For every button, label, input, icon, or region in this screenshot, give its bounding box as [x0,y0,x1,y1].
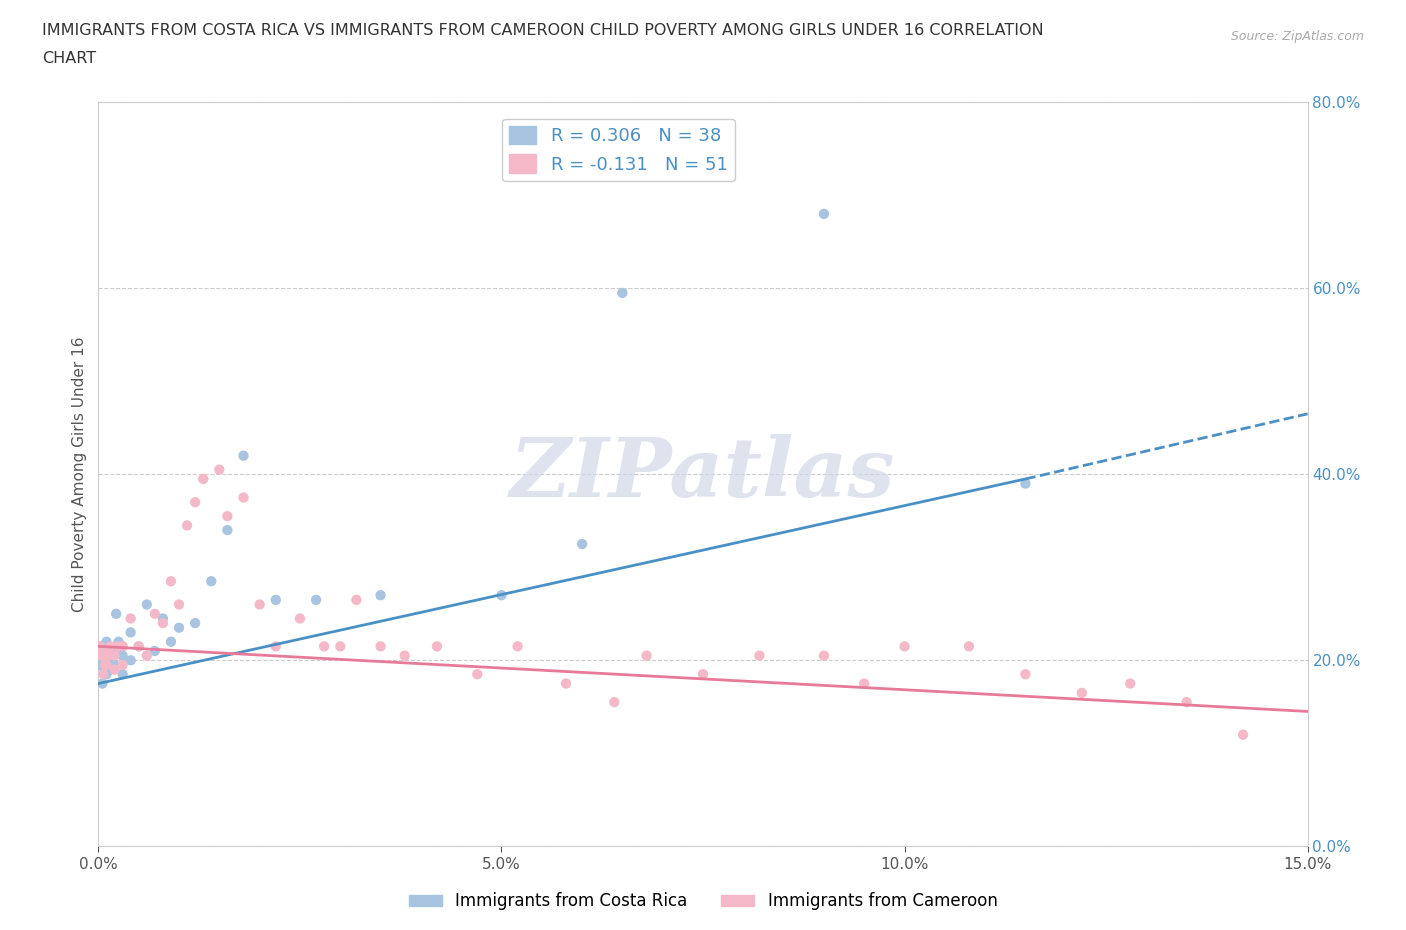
Point [264,639,287,654]
Point [344,592,367,607]
Point [329,639,352,654]
Point [208,462,231,477]
Point [107,639,129,654]
Point [1014,667,1036,682]
Point [217,523,239,538]
Point [571,537,593,551]
Point [94,662,117,677]
Point [105,606,128,621]
Point [103,648,125,663]
Point [111,648,134,663]
Point [97,639,120,654]
Point [184,616,207,631]
Point [853,676,876,691]
Point [100,662,122,677]
Point [90,648,112,663]
Point [1232,727,1254,742]
Point [193,472,215,486]
Point [636,648,658,663]
Point [90,639,112,654]
Point [813,206,835,221]
Point [120,611,142,626]
Point [394,648,416,663]
Point [100,639,122,654]
Point [370,588,392,603]
Point [1119,676,1142,691]
Point [100,648,122,663]
Point [111,639,134,654]
Point [143,644,166,658]
Point [305,592,328,607]
Point [111,639,134,654]
Text: IMMIGRANTS FROM COSTA RICA VS IMMIGRANTS FROM CAMEROON CHILD POVERTY AMONG GIRLS: IMMIGRANTS FROM COSTA RICA VS IMMIGRANTS… [42,23,1043,38]
Point [176,518,198,533]
Point [249,597,271,612]
Point [97,648,120,663]
Point [94,658,117,672]
Point [893,639,915,654]
Point [160,574,183,589]
Point [491,588,513,603]
Point [128,639,150,654]
Point [748,648,770,663]
Point [120,653,142,668]
Point [465,667,488,682]
Text: Source: ZipAtlas.com: Source: ZipAtlas.com [1230,30,1364,43]
Point [232,448,254,463]
Point [89,639,111,654]
Point [184,495,207,510]
Point [200,574,222,589]
Point [96,644,118,658]
Y-axis label: Child Poverty Among Girls Under 16: Child Poverty Among Girls Under 16 [72,337,87,612]
Point [96,658,118,672]
Point [167,597,190,612]
Point [426,639,449,654]
Point [160,634,183,649]
Point [152,611,174,626]
Point [96,634,118,649]
Legend: Immigrants from Costa Rica, Immigrants from Cameroon: Immigrants from Costa Rica, Immigrants f… [402,885,1004,917]
Point [135,648,157,663]
Point [957,639,980,654]
Point [103,662,125,677]
Point [612,286,634,300]
Point [103,658,125,672]
Point [692,667,714,682]
Point [314,639,336,654]
Point [91,667,114,682]
Point [111,667,134,682]
Legend: R = 0.306   N = 38, R = -0.131   N = 51: R = 0.306 N = 38, R = -0.131 N = 51 [502,119,735,181]
Point [217,509,239,524]
Point [1014,476,1036,491]
Point [111,658,134,672]
Point [1070,685,1092,700]
Text: CHART: CHART [42,51,96,66]
Point [97,653,120,668]
Point [89,658,111,672]
Point [555,676,578,691]
Point [143,606,166,621]
Text: ZIPatlas: ZIPatlas [510,434,896,514]
Point [167,620,190,635]
Point [232,490,254,505]
Point [603,695,626,710]
Point [96,667,118,682]
Point [813,648,835,663]
Point [288,611,311,626]
Point [91,676,114,691]
Point [103,644,125,658]
Point [152,616,174,631]
Point [93,648,115,663]
Point [128,639,150,654]
Point [135,597,157,612]
Point [107,634,129,649]
Point [1175,695,1198,710]
Point [506,639,529,654]
Point [120,625,142,640]
Point [370,639,392,654]
Point [264,592,287,607]
